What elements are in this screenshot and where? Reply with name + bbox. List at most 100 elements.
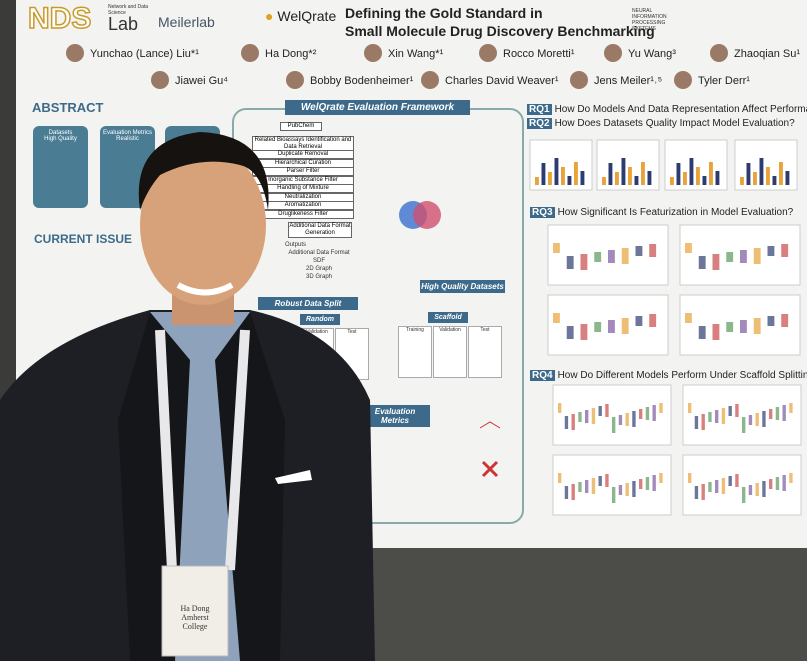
figure-bar (574, 162, 578, 185)
figure-box (694, 416, 699, 429)
figure-box (762, 481, 766, 497)
figure-bar (561, 167, 565, 185)
figure-box (635, 246, 643, 256)
figure-box (781, 314, 789, 327)
figure-box (685, 243, 692, 253)
figure-bar (647, 171, 652, 185)
figure-box (712, 254, 720, 270)
figure-box (618, 485, 623, 495)
figure-box (769, 409, 773, 419)
author: Ha Dong*² (265, 48, 317, 60)
figure-box (621, 248, 629, 264)
figure-bar (608, 163, 613, 185)
figure-box (721, 408, 726, 424)
step: PubChem (280, 122, 322, 131)
logo-nds-sub: Network and Data Science (108, 4, 149, 16)
figure-bar (696, 167, 700, 185)
rq-text: How Do Models And Data Representation Af… (554, 104, 807, 115)
lanyard (155, 329, 250, 571)
format: Additional Data Format (288, 250, 350, 256)
author-photo (151, 71, 169, 89)
rq: RQ4 How Do Different Models Perform Under… (530, 370, 807, 381)
figure-box (742, 417, 746, 433)
issues-heading: CURRENT ISSUE (34, 232, 133, 246)
figure-bar (641, 162, 645, 185)
figure-box (735, 404, 739, 417)
figure-box (698, 256, 706, 269)
figure-box (566, 326, 574, 339)
author: Yu Wang³ (628, 48, 676, 60)
figure-box (762, 411, 766, 427)
figure-box (685, 313, 692, 323)
figure-box (781, 244, 789, 257)
figure-box (652, 475, 656, 491)
figure-box (708, 482, 712, 492)
figure-box (701, 484, 705, 500)
badge-text: Ha Dong Amherst College (162, 604, 228, 631)
framework-title: WelQrate Evaluation Framework (285, 100, 470, 115)
face (140, 145, 266, 305)
figure-box (767, 316, 775, 326)
format: 2D Graph (305, 266, 332, 272)
figure-box (553, 313, 560, 323)
step: Additional Data Format Generation (288, 222, 352, 238)
title-line: Small Molecule Drug Discovery Benchmarki… (345, 23, 655, 39)
figure-bar (548, 172, 552, 185)
figure-box (659, 473, 663, 483)
author-photo (674, 71, 692, 89)
figure-box (612, 417, 616, 433)
figure-box (612, 487, 616, 503)
figure-box (608, 320, 615, 333)
poster-title: Defining the Gold Standard in Small Mole… (345, 4, 655, 40)
figure-box (767, 246, 775, 256)
figure-box (649, 244, 657, 257)
welqrate-text: WelQrate (277, 8, 337, 24)
badge-name: Ha Dong (180, 604, 210, 613)
author: Bobby Bodenheimer¹ (310, 75, 414, 87)
figure-box (740, 320, 747, 333)
lapel (215, 312, 285, 661)
figure-bar (615, 172, 619, 185)
figure-box (735, 474, 739, 487)
split-title: Robust Data Split (258, 297, 358, 310)
figure-box (789, 473, 793, 483)
figure-box (753, 248, 761, 264)
figure-box (645, 407, 650, 420)
hair (138, 132, 269, 210)
logo-neurips: Neural Information Processing Systems (632, 8, 667, 32)
figure-box (594, 322, 602, 332)
rq-label: RQ4 (530, 370, 555, 381)
abstract-card: Datasets High Quality (33, 126, 88, 208)
metrics-title: Evaluation Metrics (360, 405, 430, 427)
rq-label: RQ1 (527, 104, 552, 115)
poster-figures (529, 139, 802, 516)
figure-box (553, 243, 560, 253)
figure-box (571, 414, 575, 430)
figure-box (782, 405, 786, 421)
figure-bar (715, 171, 720, 185)
figure-bar (753, 172, 757, 185)
figure-bar (628, 167, 632, 185)
figure-box (755, 483, 759, 496)
figure-bar (676, 163, 681, 185)
rq-text: How Do Different Models Perform Under Sc… (557, 370, 807, 381)
abstract-heading: ABSTRACT (32, 100, 104, 115)
figure-box (632, 481, 636, 497)
figure-bar (709, 162, 713, 185)
author-photo (364, 44, 382, 62)
figure-bar (779, 162, 783, 185)
figure-bar (670, 177, 674, 185)
figure-bar (689, 158, 694, 185)
figure-box (585, 480, 589, 493)
figure-box (558, 403, 562, 413)
figure-box (566, 256, 574, 269)
figure-bar (759, 158, 764, 185)
figure-bar (772, 176, 777, 185)
figure-box (728, 476, 732, 486)
figure-bar (683, 172, 687, 185)
figure-box (775, 407, 780, 420)
figure-box (635, 316, 643, 326)
author-photo (570, 71, 588, 89)
figure-box (585, 410, 589, 423)
